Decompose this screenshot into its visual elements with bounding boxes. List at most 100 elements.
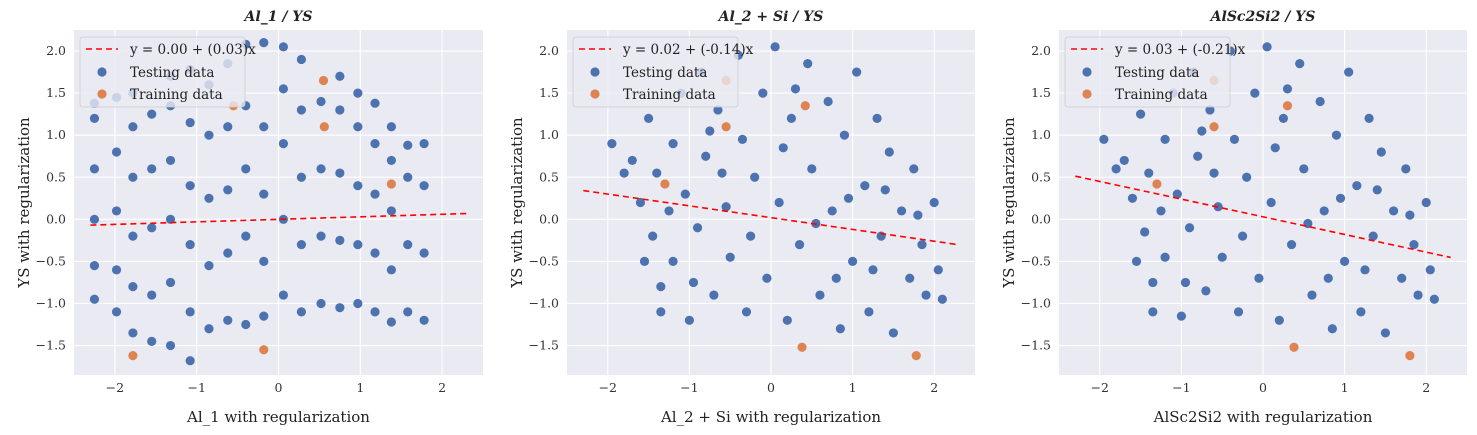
testing-point bbox=[803, 59, 813, 69]
testing-point bbox=[1148, 307, 1158, 317]
testing-point bbox=[1295, 59, 1305, 69]
testing-point bbox=[644, 113, 654, 123]
testing-point bbox=[868, 265, 878, 275]
testing-point bbox=[717, 168, 727, 178]
testing-point bbox=[917, 239, 927, 250]
testing-point bbox=[888, 328, 899, 338]
testing-point bbox=[1352, 181, 1362, 191]
testing-point bbox=[278, 42, 289, 52]
x-axis-label: Al_2 + Si with regularization bbox=[660, 408, 881, 426]
testing-point bbox=[815, 290, 825, 300]
testing-point bbox=[1356, 307, 1366, 317]
testing-point bbox=[864, 307, 874, 317]
testing-point bbox=[713, 105, 723, 115]
testing-point bbox=[1413, 290, 1423, 300]
y-tick-label: 2.0 bbox=[1031, 43, 1051, 58]
testing-point bbox=[635, 197, 646, 208]
testing-point bbox=[386, 155, 396, 166]
scatter-panel-1: −2 −1 0 1 2 −1.5 −1.0 −0.5 0.0 0.5 1.0 1.5 2.0 Al_1 /… bbox=[15, 9, 483, 426]
y-tick-label: 1.0 bbox=[539, 127, 559, 142]
testing-point bbox=[335, 303, 345, 313]
y-tick-label: 1.0 bbox=[46, 127, 66, 142]
x-tick-label: −2 bbox=[1091, 380, 1109, 395]
x-tick-label: 1 bbox=[1341, 380, 1349, 395]
testing-point bbox=[386, 122, 396, 132]
testing-point bbox=[278, 138, 289, 149]
testing-point bbox=[1376, 147, 1386, 157]
testing-point bbox=[688, 277, 699, 288]
testing-point bbox=[419, 181, 429, 191]
x-tick-label: 0 bbox=[767, 380, 775, 395]
training-point bbox=[318, 75, 329, 86]
testing-point bbox=[111, 147, 122, 157]
legend: y = 0.03 + (-0.21)x Testing data Training … bbox=[1064, 36, 1246, 108]
testing-point bbox=[1160, 252, 1170, 262]
legend-training-label: Training data bbox=[130, 87, 223, 103]
training-point bbox=[1152, 179, 1162, 189]
testing-point bbox=[386, 206, 396, 216]
legend-fit-label: y = 0.00 + (0.03)x bbox=[129, 42, 256, 58]
testing-point bbox=[782, 315, 792, 325]
testing-point bbox=[848, 256, 858, 267]
legend: y = 0.02 + (-0.14)x Testing data Training … bbox=[572, 36, 754, 108]
x-tick-label: −2 bbox=[599, 380, 617, 395]
x-tick-label: −1 bbox=[1172, 380, 1190, 395]
testing-point bbox=[1360, 265, 1370, 275]
testing-point bbox=[111, 265, 122, 275]
testing-point bbox=[185, 307, 195, 317]
testing-point bbox=[680, 189, 690, 199]
testing-point bbox=[147, 223, 157, 233]
training-point bbox=[259, 345, 269, 355]
x-tick-label: 2 bbox=[930, 380, 938, 395]
testing-point bbox=[223, 315, 233, 325]
legend-testing-label: Testing data bbox=[1115, 65, 1199, 81]
testing-point bbox=[296, 105, 307, 115]
testing-point bbox=[89, 113, 100, 123]
y-tick-label: 1.5 bbox=[46, 85, 66, 100]
testing-point bbox=[1274, 315, 1284, 325]
training-point bbox=[1405, 351, 1415, 361]
testing-point bbox=[204, 130, 214, 140]
y-tick-label: 0.0 bbox=[1031, 211, 1051, 226]
testing-point bbox=[370, 307, 380, 317]
legend-testing-label: Testing data bbox=[623, 65, 707, 81]
testing-point bbox=[884, 147, 894, 157]
testing-point bbox=[353, 181, 363, 191]
testing-point bbox=[648, 231, 658, 241]
testing-point bbox=[296, 172, 307, 182]
testing-point bbox=[709, 290, 719, 300]
testing-point bbox=[1409, 239, 1419, 250]
testing-point bbox=[111, 307, 122, 317]
testing-point bbox=[165, 214, 176, 224]
testing-point bbox=[335, 71, 345, 81]
y-tick-label: 0.0 bbox=[539, 211, 559, 226]
y-tick-label: 2.0 bbox=[46, 43, 66, 58]
y-tick-label: −1.0 bbox=[529, 295, 559, 310]
testing-point bbox=[1099, 134, 1109, 144]
testing-point bbox=[872, 113, 882, 123]
y-tick-label: 1.5 bbox=[1031, 85, 1051, 100]
testing-point bbox=[831, 273, 841, 283]
testing-point bbox=[370, 248, 380, 258]
testing-point bbox=[835, 324, 845, 334]
testing-point bbox=[1368, 231, 1378, 241]
testing-point bbox=[1425, 265, 1435, 275]
testing-point bbox=[204, 193, 214, 203]
testing-point bbox=[185, 117, 195, 128]
testing-point bbox=[147, 336, 157, 346]
testing-point bbox=[259, 256, 269, 267]
testing-point bbox=[1286, 239, 1297, 250]
testing-point bbox=[905, 273, 915, 283]
testing-point bbox=[128, 231, 138, 241]
testing-point bbox=[827, 206, 837, 216]
training-point bbox=[1289, 342, 1299, 352]
testing-point bbox=[1372, 185, 1382, 195]
testing-point bbox=[128, 172, 138, 182]
testing-point bbox=[843, 193, 854, 203]
testing-point bbox=[1327, 324, 1337, 334]
y-tick-label: −1.5 bbox=[1021, 338, 1051, 353]
testing-point bbox=[774, 197, 784, 208]
y-tick-label: 1.0 bbox=[1031, 127, 1051, 142]
testing-point bbox=[316, 96, 326, 107]
testing-point bbox=[89, 164, 100, 174]
